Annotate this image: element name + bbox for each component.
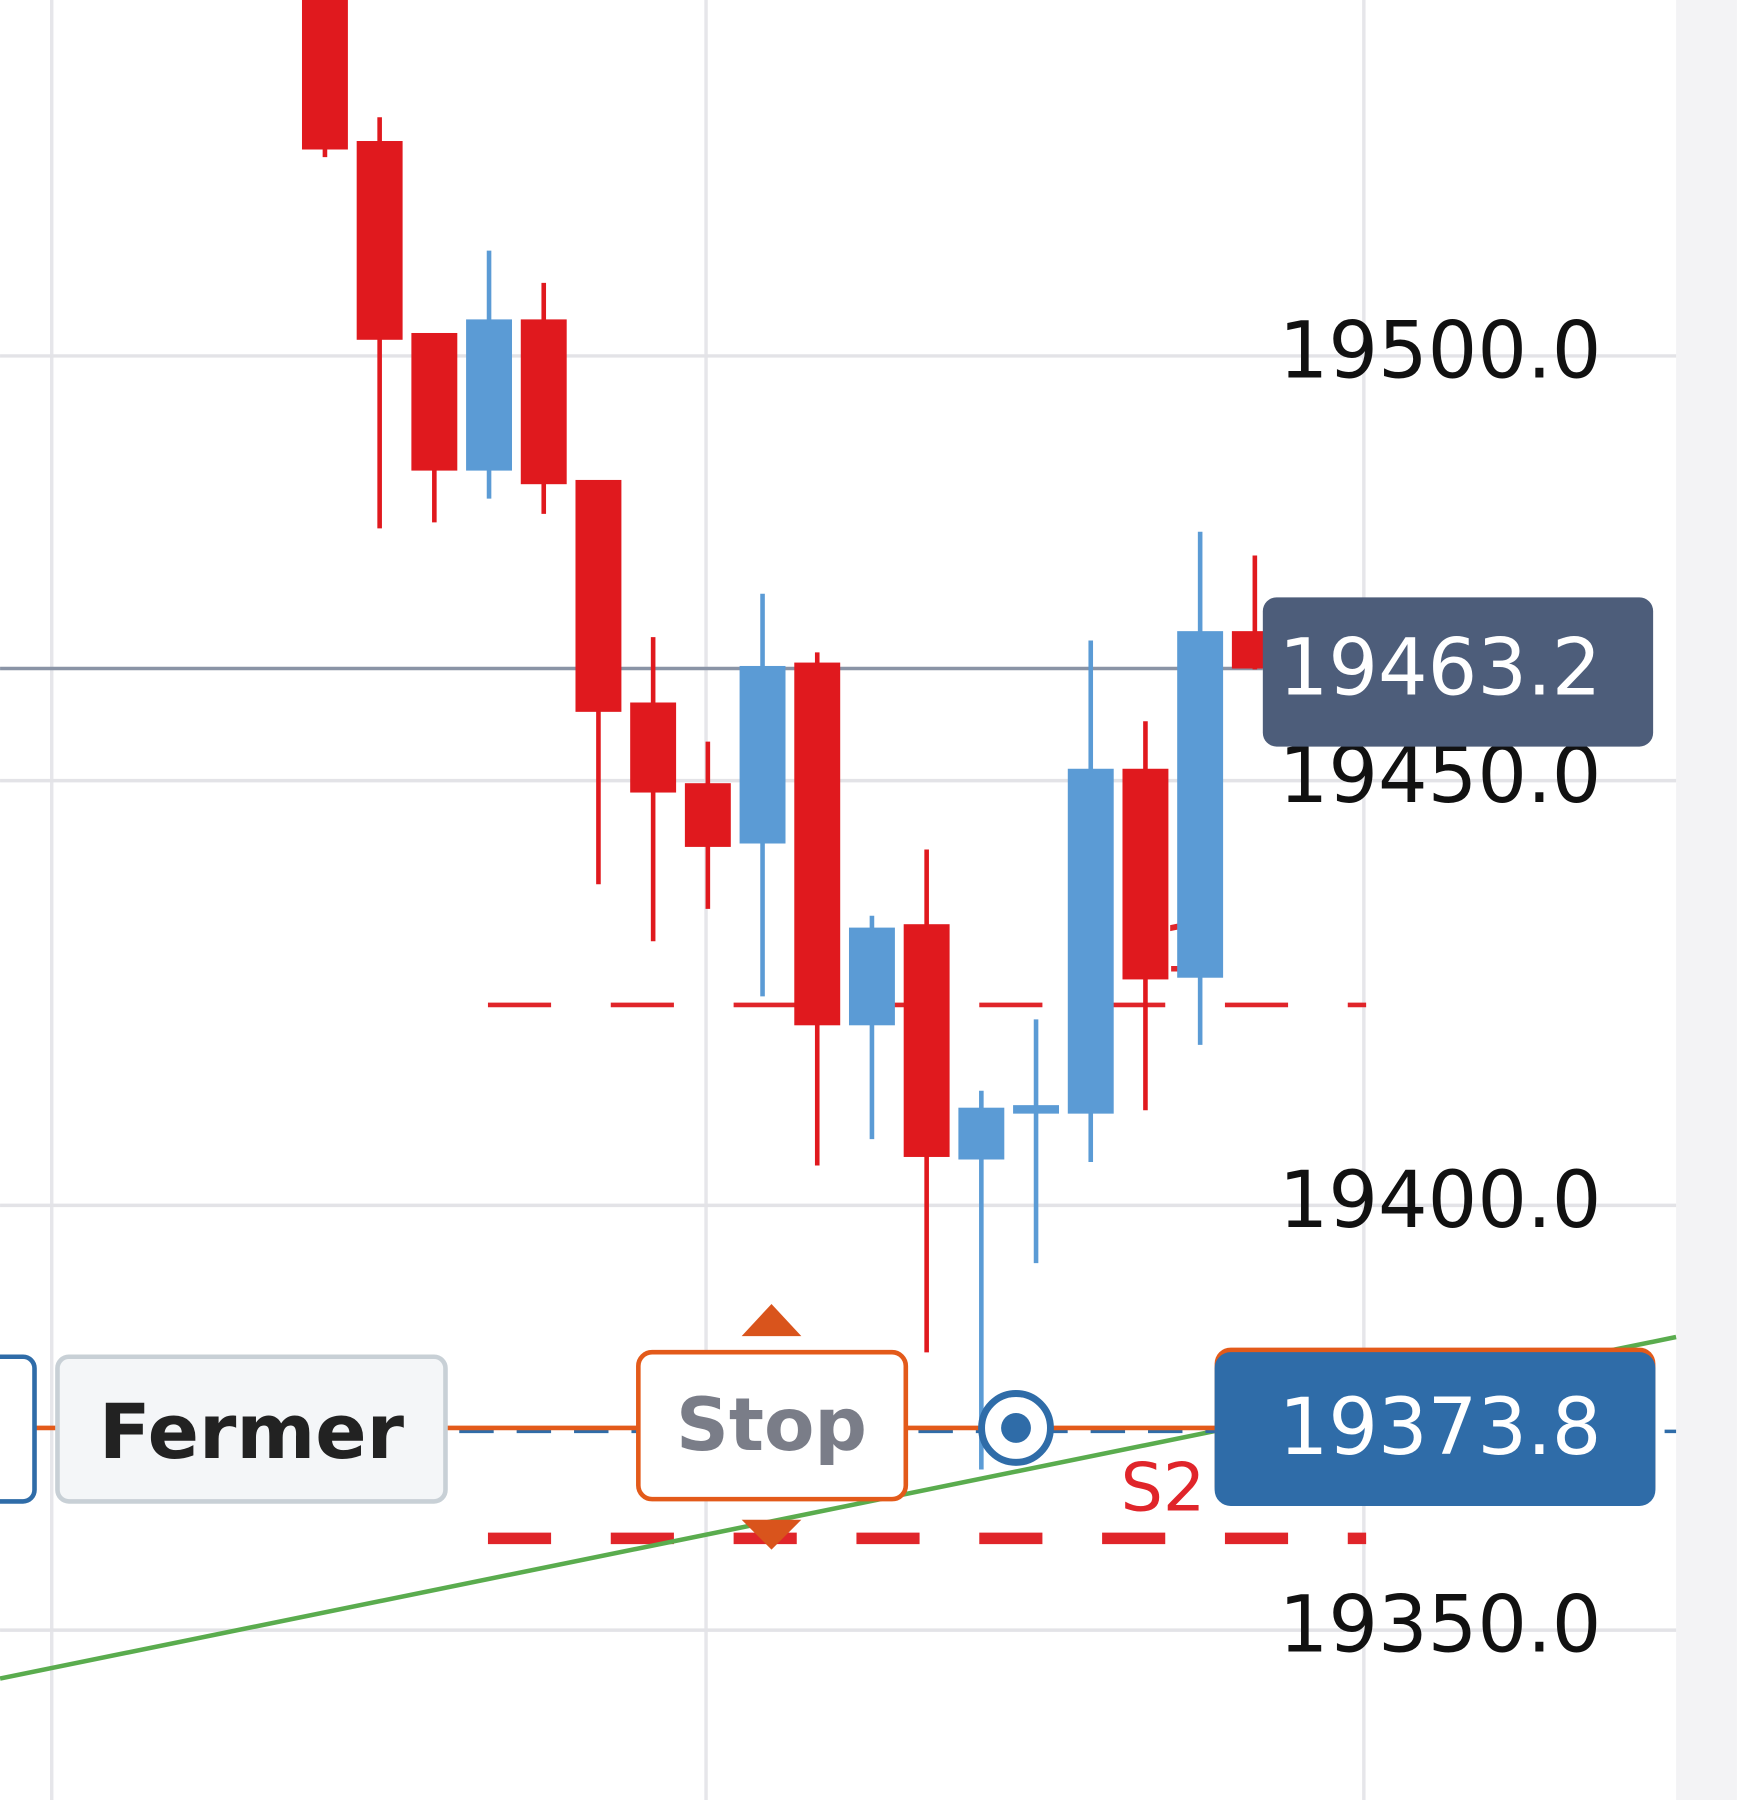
candle bbox=[794, 652, 841, 1166]
current-price-label: 19463.2 bbox=[1279, 624, 1602, 714]
candle bbox=[903, 849, 950, 1353]
candle-body bbox=[356, 141, 403, 340]
candle bbox=[739, 593, 786, 997]
candle bbox=[630, 637, 677, 942]
stop-button[interactable]: Stop bbox=[636, 1303, 909, 1550]
candle bbox=[1013, 1019, 1060, 1264]
candle-body bbox=[1177, 631, 1224, 978]
position-marker-dot bbox=[1001, 1413, 1031, 1443]
y-tick-label: 19500.0 bbox=[1279, 306, 1602, 396]
candle-body bbox=[575, 479, 622, 712]
partial-button[interactable] bbox=[0, 1354, 37, 1504]
close-button-label[interactable]: Fermer bbox=[99, 1388, 405, 1476]
candle-body bbox=[794, 662, 841, 1026]
candle-body bbox=[466, 319, 513, 471]
stop-button-label[interactable]: Stop bbox=[676, 1383, 867, 1468]
candle-body bbox=[520, 319, 567, 485]
candle bbox=[848, 915, 895, 1140]
stop-button-box[interactable] bbox=[636, 1349, 909, 1502]
candle-body bbox=[848, 927, 895, 1026]
candle bbox=[575, 479, 622, 885]
candle-body bbox=[630, 702, 677, 793]
position-price-label: 19373.8 bbox=[1279, 1383, 1602, 1473]
candle-body bbox=[411, 332, 458, 471]
candle bbox=[958, 1090, 1005, 1470]
current-price-box bbox=[1262, 597, 1654, 747]
side-strip bbox=[1676, 0, 1737, 1800]
candle bbox=[466, 250, 513, 499]
candle bbox=[1067, 640, 1114, 1163]
candle-body bbox=[301, 0, 348, 150]
y-tick-label: 19400.0 bbox=[1279, 1156, 1602, 1246]
stop-up-arrow[interactable] bbox=[741, 1303, 802, 1337]
candle bbox=[301, 0, 348, 158]
candle-body bbox=[958, 1107, 1005, 1160]
close-button[interactable]: Fermer bbox=[55, 1354, 448, 1504]
y-tick-label: 19350.0 bbox=[1279, 1581, 1602, 1671]
candle-body bbox=[1067, 768, 1114, 1114]
candle-body bbox=[1122, 768, 1169, 980]
candle bbox=[356, 117, 403, 529]
stop-down-arrow[interactable] bbox=[741, 1519, 802, 1550]
candle-body bbox=[684, 783, 731, 847]
candle-body bbox=[903, 924, 950, 1157]
support-label: S2 bbox=[1121, 1449, 1206, 1527]
candle bbox=[1177, 531, 1224, 1045]
candle bbox=[684, 741, 731, 909]
position-price-box bbox=[1214, 1352, 1656, 1506]
candle-body bbox=[739, 665, 786, 844]
candle bbox=[1122, 721, 1169, 1111]
candle-body bbox=[1013, 1105, 1060, 1114]
candle bbox=[411, 332, 458, 523]
candle bbox=[520, 282, 567, 514]
close-button-box[interactable] bbox=[55, 1354, 448, 1504]
